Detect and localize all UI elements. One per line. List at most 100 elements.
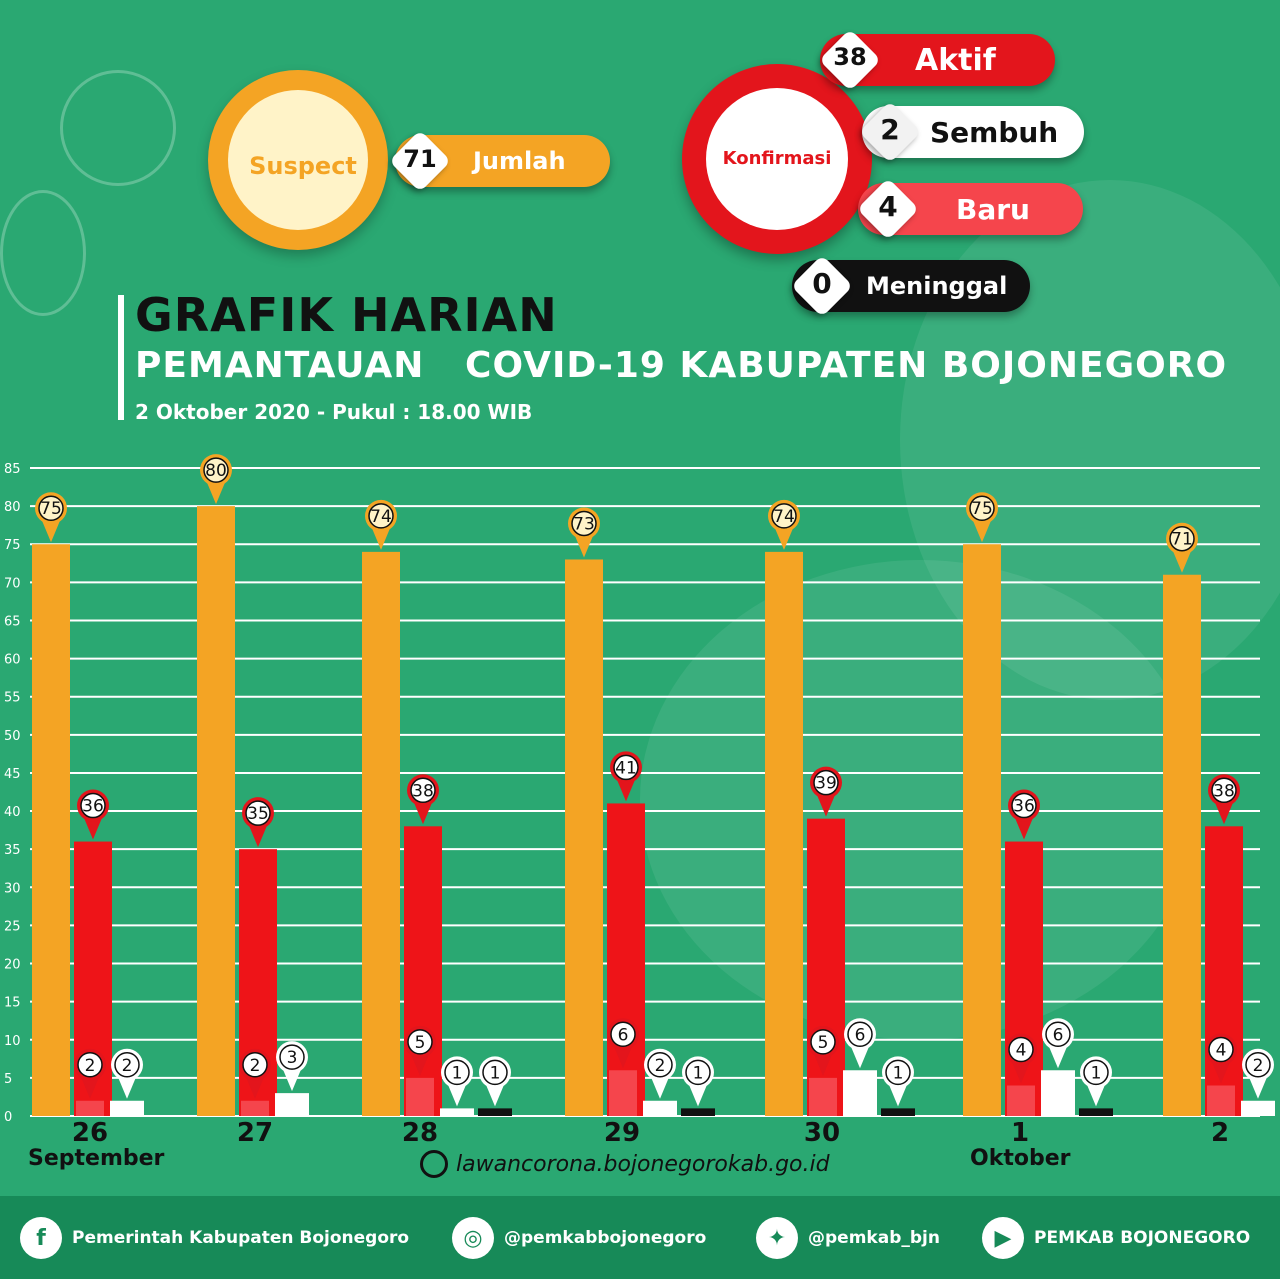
marker-inner <box>1208 1036 1234 1063</box>
marker-inner <box>77 1052 103 1078</box>
instagram-link[interactable]: ◎ @pemkabbojonegoro <box>452 1216 706 1260</box>
globe-icon <box>420 1150 448 1178</box>
marker-inner <box>1083 1059 1109 1086</box>
suspect-badge: Suspect <box>208 70 388 250</box>
data-label-sembuh: 6 <box>855 1025 866 1045</box>
data-label-suspect: 80 <box>205 461 227 481</box>
konfirmasi-label: Konfirmasi <box>722 148 832 169</box>
marker-inner <box>771 503 797 529</box>
x-label-1: 1 <box>1010 1118 1030 1148</box>
data-label-suspect: 75 <box>40 499 62 519</box>
data-label-meninggal: 1 <box>893 1063 904 1083</box>
youtube-icon: ▶ <box>982 1217 1024 1259</box>
data-label-baru: 2 <box>85 1056 96 1076</box>
marker-pin <box>650 1074 670 1099</box>
data-label-meninggal: 1 <box>1091 1063 1102 1083</box>
facebook-label: Pemerintah Kabupaten Bojonegoro <box>72 1228 410 1248</box>
website-link[interactable]: lawancorona.bojonegorokab.go.id <box>456 1152 830 1177</box>
twitter-link[interactable]: ✦ @pemkab_bjn <box>756 1216 940 1260</box>
y-tick-label: 15 <box>4 996 21 1011</box>
y-tick-label: 50 <box>4 729 21 744</box>
marker-pin <box>1214 800 1234 825</box>
marker-inner <box>613 754 639 781</box>
data-label-baru: 2 <box>250 1056 261 1076</box>
y-tick-label: 70 <box>4 576 21 591</box>
data-label-aktif: 36 <box>1013 797 1035 817</box>
x-label-30: 30 <box>803 1118 841 1148</box>
marker-inner <box>1008 1036 1034 1063</box>
marker-inner <box>368 503 394 529</box>
marker-pin <box>83 815 103 840</box>
data-label-baru: 4 <box>1216 1041 1227 1061</box>
data-label-aktif: 36 <box>82 797 104 817</box>
marker-inner <box>444 1059 470 1086</box>
marker-pin <box>41 518 61 543</box>
marker-pin <box>371 525 391 550</box>
bar-baru <box>609 1070 637 1116</box>
bar-meninggal <box>681 1108 715 1116</box>
page-title: GRAFIK HARIAN <box>135 288 558 342</box>
bar-suspect <box>32 544 70 1116</box>
marker-inner <box>813 769 839 796</box>
marker-pin <box>1086 1082 1106 1107</box>
aktif-label: Aktif <box>915 42 996 78</box>
facebook-link[interactable]: f Pemerintah Kabupaten Bojonegoro <box>20 1216 409 1260</box>
marker-pin <box>245 1074 265 1099</box>
virus-icon <box>0 190 86 316</box>
marker-inner <box>810 1029 836 1055</box>
data-label-aktif: 41 <box>615 758 637 778</box>
marker-pin <box>888 1082 908 1107</box>
bar-suspect <box>362 551 400 1116</box>
marker-pin <box>813 1051 833 1076</box>
data-label-sembuh: 2 <box>1253 1056 1264 1076</box>
data-label-sembuh: 2 <box>655 1056 666 1076</box>
marker-pin <box>616 777 636 802</box>
meninggal-label: Meninggal <box>866 272 1008 300</box>
marker-pin <box>774 525 794 550</box>
y-tick-label: 10 <box>4 1034 21 1049</box>
data-label-suspect: 74 <box>370 507 392 527</box>
marker-inner <box>969 495 995 521</box>
suspect-count-label: Jumlah <box>473 147 566 175</box>
marker-inner <box>1169 525 1195 552</box>
bar-suspect <box>765 551 803 1116</box>
y-tick-label: 5 <box>4 1072 12 1087</box>
bar-baru <box>809 1077 837 1116</box>
bar-meninggal <box>881 1108 915 1116</box>
marker-inner <box>245 800 271 826</box>
marker-pin <box>1248 1074 1268 1099</box>
bar-meninggal <box>478 1108 512 1116</box>
marker-pin <box>117 1074 137 1099</box>
marker-inner <box>279 1044 305 1070</box>
marker-inner <box>847 1021 873 1048</box>
marker-pin <box>613 1044 633 1069</box>
youtube-label: PEMKAB BOJONEGORO <box>1034 1228 1251 1248</box>
marker-inner <box>647 1052 673 1078</box>
data-label-meninggal: 1 <box>490 1063 501 1083</box>
marker-inner <box>1045 1021 1071 1048</box>
marker-pin <box>688 1082 708 1107</box>
data-label-sembuh: 6 <box>1053 1025 1064 1045</box>
y-tick-label: 0 <box>4 1110 12 1125</box>
month-label-september: September <box>28 1146 165 1171</box>
title-accent-bar <box>118 295 124 420</box>
sembuh-value: 2 <box>880 113 900 146</box>
data-label-sembuh: 3 <box>287 1048 298 1068</box>
marker-pin <box>282 1067 302 1092</box>
background-map-shape <box>640 560 1200 1040</box>
bar-suspect <box>565 559 603 1116</box>
marker-inner <box>1011 792 1037 819</box>
data-label-suspect: 73 <box>573 514 595 534</box>
data-label-baru: 5 <box>415 1033 426 1053</box>
data-label-suspect: 74 <box>773 507 795 527</box>
y-tick-label: 30 <box>4 881 21 896</box>
marker-inner <box>885 1059 911 1086</box>
bar-suspect <box>1163 574 1201 1116</box>
marker-inner <box>410 777 436 804</box>
facebook-icon: f <box>20 1217 62 1259</box>
marker-pin <box>1172 548 1192 573</box>
page-subtitle: PEMANTAUAN COVID-19 KABUPATEN BOJONEGORO <box>135 345 1228 386</box>
youtube-link[interactable]: ▶ PEMKAB BOJONEGORO <box>982 1216 1250 1260</box>
bar-baru <box>76 1100 104 1116</box>
y-tick-label: 45 <box>4 767 21 782</box>
